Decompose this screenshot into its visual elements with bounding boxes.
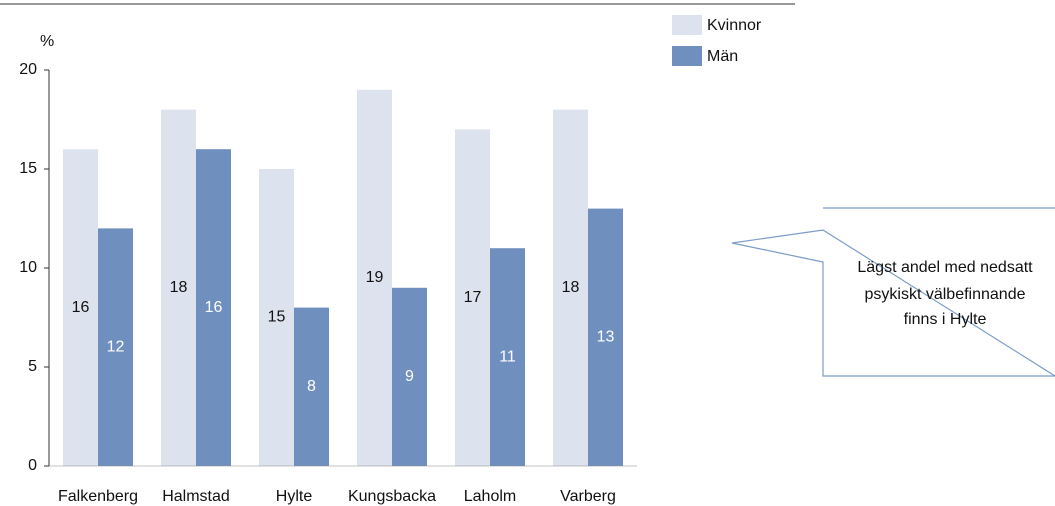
bar (161, 109, 196, 466)
legend-label: Män (707, 48, 738, 65)
data-label: 15 (268, 309, 286, 326)
annotation-line: finns i Hylte (904, 311, 987, 328)
data-label: 18 (562, 279, 580, 296)
x-tick-label: Halmstad (162, 488, 230, 505)
legend-swatch (672, 46, 702, 66)
y-tick-label: 15 (19, 160, 37, 177)
y-tick-label: 5 (28, 358, 37, 375)
callout-box (731, 207, 1055, 377)
data-label: 19 (366, 269, 384, 286)
data-label: 13 (597, 329, 615, 346)
x-tick-label: Falkenberg (58, 488, 138, 505)
bar (455, 129, 490, 466)
data-label: 11 (499, 348, 516, 365)
annotation-line: psykiskt välbefinnande (865, 286, 1026, 303)
data-label: 17 (464, 289, 482, 306)
bar (588, 208, 623, 466)
bar (490, 248, 525, 466)
annotation-line: Lägst andel med nedsatt (857, 259, 1033, 276)
bar (553, 109, 588, 466)
bar (357, 89, 392, 467)
bar (294, 307, 329, 466)
x-tick-label: Varberg (560, 488, 616, 505)
y-tick-label: 10 (19, 259, 37, 276)
data-label: 9 (405, 368, 414, 385)
legend-swatch (672, 15, 702, 35)
legend-label: Kvinnor (707, 17, 762, 34)
data-label: 12 (107, 338, 125, 355)
x-tick-label: Kungsbacka (348, 488, 436, 505)
bar (392, 287, 427, 466)
y-tick-label: 0 (28, 457, 37, 474)
data-label: 16 (205, 299, 223, 316)
bar (196, 149, 231, 466)
bar (63, 149, 98, 466)
y-tick-label: 20 (19, 61, 37, 78)
data-label: 8 (307, 378, 316, 395)
data-label: 18 (170, 279, 188, 296)
y-axis-unit: % (40, 33, 54, 50)
data-label: 16 (72, 299, 90, 316)
bar (259, 169, 294, 466)
x-tick-label: Laholm (464, 488, 516, 505)
x-tick-label: Hylte (276, 488, 313, 505)
bar (98, 228, 133, 466)
